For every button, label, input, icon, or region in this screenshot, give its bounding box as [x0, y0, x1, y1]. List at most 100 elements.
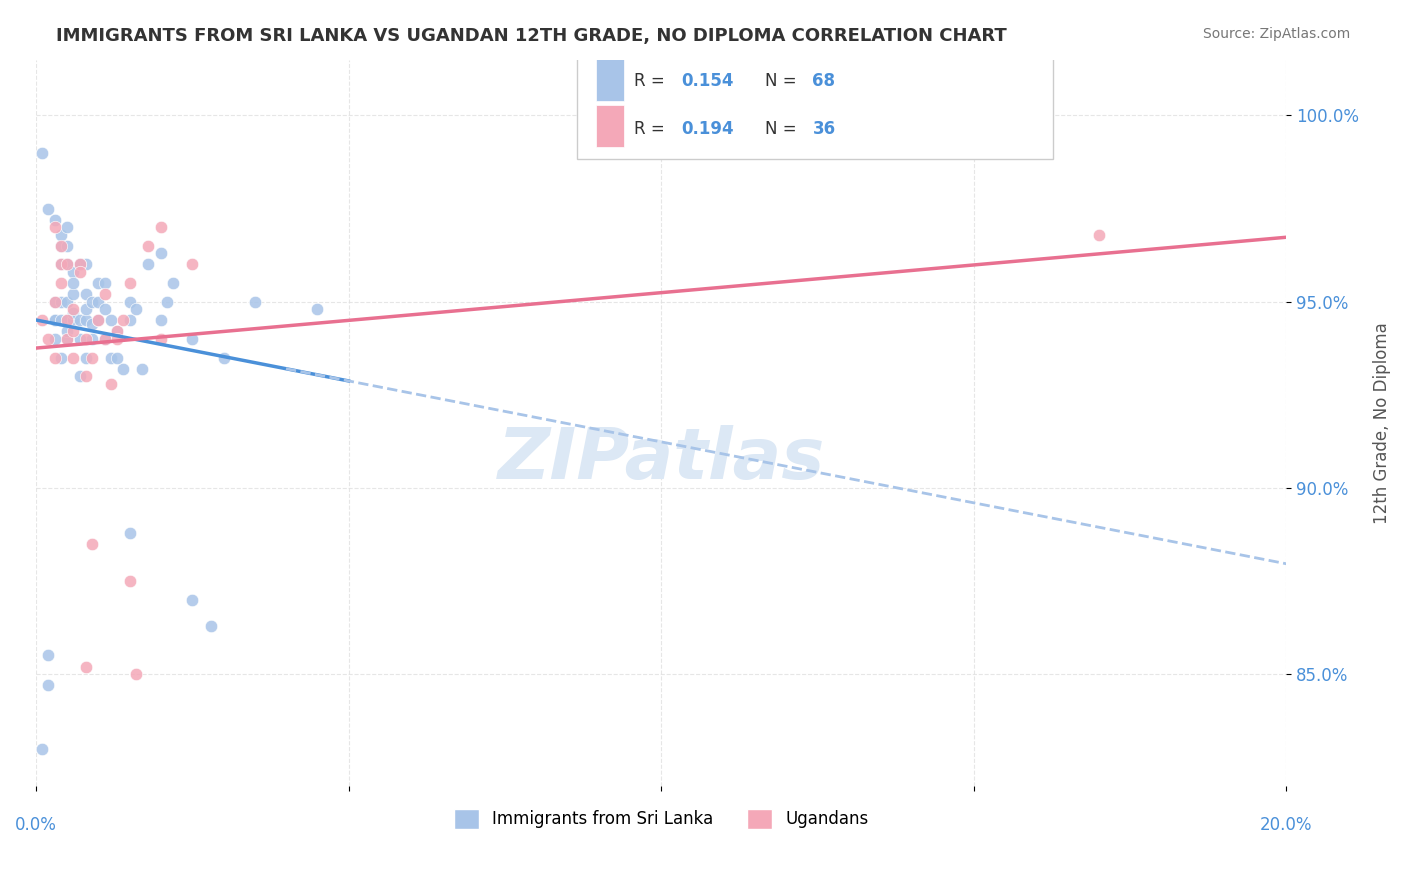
Point: [44, 294, 66, 309]
Point: [138, 257, 160, 271]
Point: [69, 257, 91, 271]
Text: 0.154: 0.154: [681, 72, 734, 90]
Point: [56, 325, 79, 339]
Point: [156, 294, 179, 309]
Point: [105, 351, 128, 365]
Point: [125, 667, 148, 681]
Point: [93, 302, 115, 317]
Point: [82, 537, 104, 551]
Text: 36: 36: [813, 120, 835, 137]
Point: [44, 313, 66, 327]
Point: [75, 332, 97, 346]
Text: 68: 68: [813, 72, 835, 90]
Point: [105, 325, 128, 339]
Point: [31, 313, 53, 327]
Text: ZIPatlas: ZIPatlas: [498, 425, 825, 493]
Y-axis label: 12th Grade, No Diploma: 12th Grade, No Diploma: [1374, 322, 1391, 524]
Text: 0.0%: 0.0%: [15, 815, 56, 834]
Text: N =: N =: [765, 120, 801, 137]
FancyBboxPatch shape: [596, 104, 624, 147]
Point: [112, 361, 135, 376]
Point: [181, 257, 204, 271]
Point: [62, 265, 84, 279]
Text: 20.0%: 20.0%: [1260, 815, 1313, 834]
Point: [37, 202, 59, 216]
Point: [62, 325, 84, 339]
Text: IMMIGRANTS FROM SRI LANKA VS UGANDAN 12TH GRADE, NO DIPLOMA CORRELATION CHART: IMMIGRANTS FROM SRI LANKA VS UGANDAN 12T…: [56, 27, 1007, 45]
Point: [149, 313, 172, 327]
Point: [75, 659, 97, 673]
Point: [87, 313, 110, 327]
Point: [37, 648, 59, 663]
Point: [118, 525, 141, 540]
Point: [100, 351, 122, 365]
Point: [44, 313, 66, 327]
Point: [56, 257, 79, 271]
Text: 0.194: 0.194: [681, 120, 734, 137]
Point: [181, 592, 204, 607]
Point: [243, 294, 266, 309]
Point: [93, 287, 115, 301]
Point: [181, 332, 204, 346]
Point: [44, 294, 66, 309]
Point: [49, 257, 72, 271]
Point: [93, 332, 115, 346]
Point: [200, 618, 222, 632]
Point: [62, 287, 84, 301]
Point: [62, 302, 84, 317]
Point: [49, 313, 72, 327]
Point: [62, 276, 84, 290]
Point: [56, 332, 79, 346]
Point: [75, 351, 97, 365]
Point: [212, 351, 235, 365]
Point: [82, 351, 104, 365]
Point: [56, 220, 79, 235]
Point: [307, 302, 329, 317]
Point: [49, 239, 72, 253]
Point: [118, 294, 141, 309]
Point: [37, 678, 59, 692]
Point: [75, 287, 97, 301]
Point: [69, 257, 91, 271]
Point: [49, 276, 72, 290]
Point: [69, 332, 91, 346]
Point: [131, 361, 153, 376]
Point: [69, 369, 91, 384]
Point: [149, 220, 172, 235]
Point: [62, 351, 84, 365]
Point: [75, 257, 97, 271]
Point: [49, 227, 72, 242]
Point: [56, 313, 79, 327]
Point: [31, 145, 53, 160]
Point: [149, 332, 172, 346]
Point: [149, 246, 172, 260]
Point: [112, 313, 135, 327]
Point: [56, 313, 79, 327]
Point: [87, 276, 110, 290]
Point: [138, 239, 160, 253]
Point: [105, 325, 128, 339]
Point: [1088, 227, 1111, 242]
Point: [105, 332, 128, 346]
Point: [87, 294, 110, 309]
Point: [49, 294, 72, 309]
Point: [44, 212, 66, 227]
Point: [62, 306, 84, 320]
Point: [75, 302, 97, 317]
FancyBboxPatch shape: [596, 59, 624, 101]
Point: [69, 265, 91, 279]
Point: [69, 257, 91, 271]
Point: [82, 332, 104, 346]
Point: [118, 574, 141, 588]
Legend: Immigrants from Sri Lanka, Ugandans: Immigrants from Sri Lanka, Ugandans: [447, 802, 875, 836]
Point: [62, 313, 84, 327]
Point: [37, 332, 59, 346]
Point: [44, 332, 66, 346]
Point: [82, 317, 104, 331]
Point: [118, 276, 141, 290]
Point: [44, 351, 66, 365]
Point: [82, 294, 104, 309]
Text: R =: R =: [634, 72, 669, 90]
Point: [69, 313, 91, 327]
Point: [75, 369, 97, 384]
